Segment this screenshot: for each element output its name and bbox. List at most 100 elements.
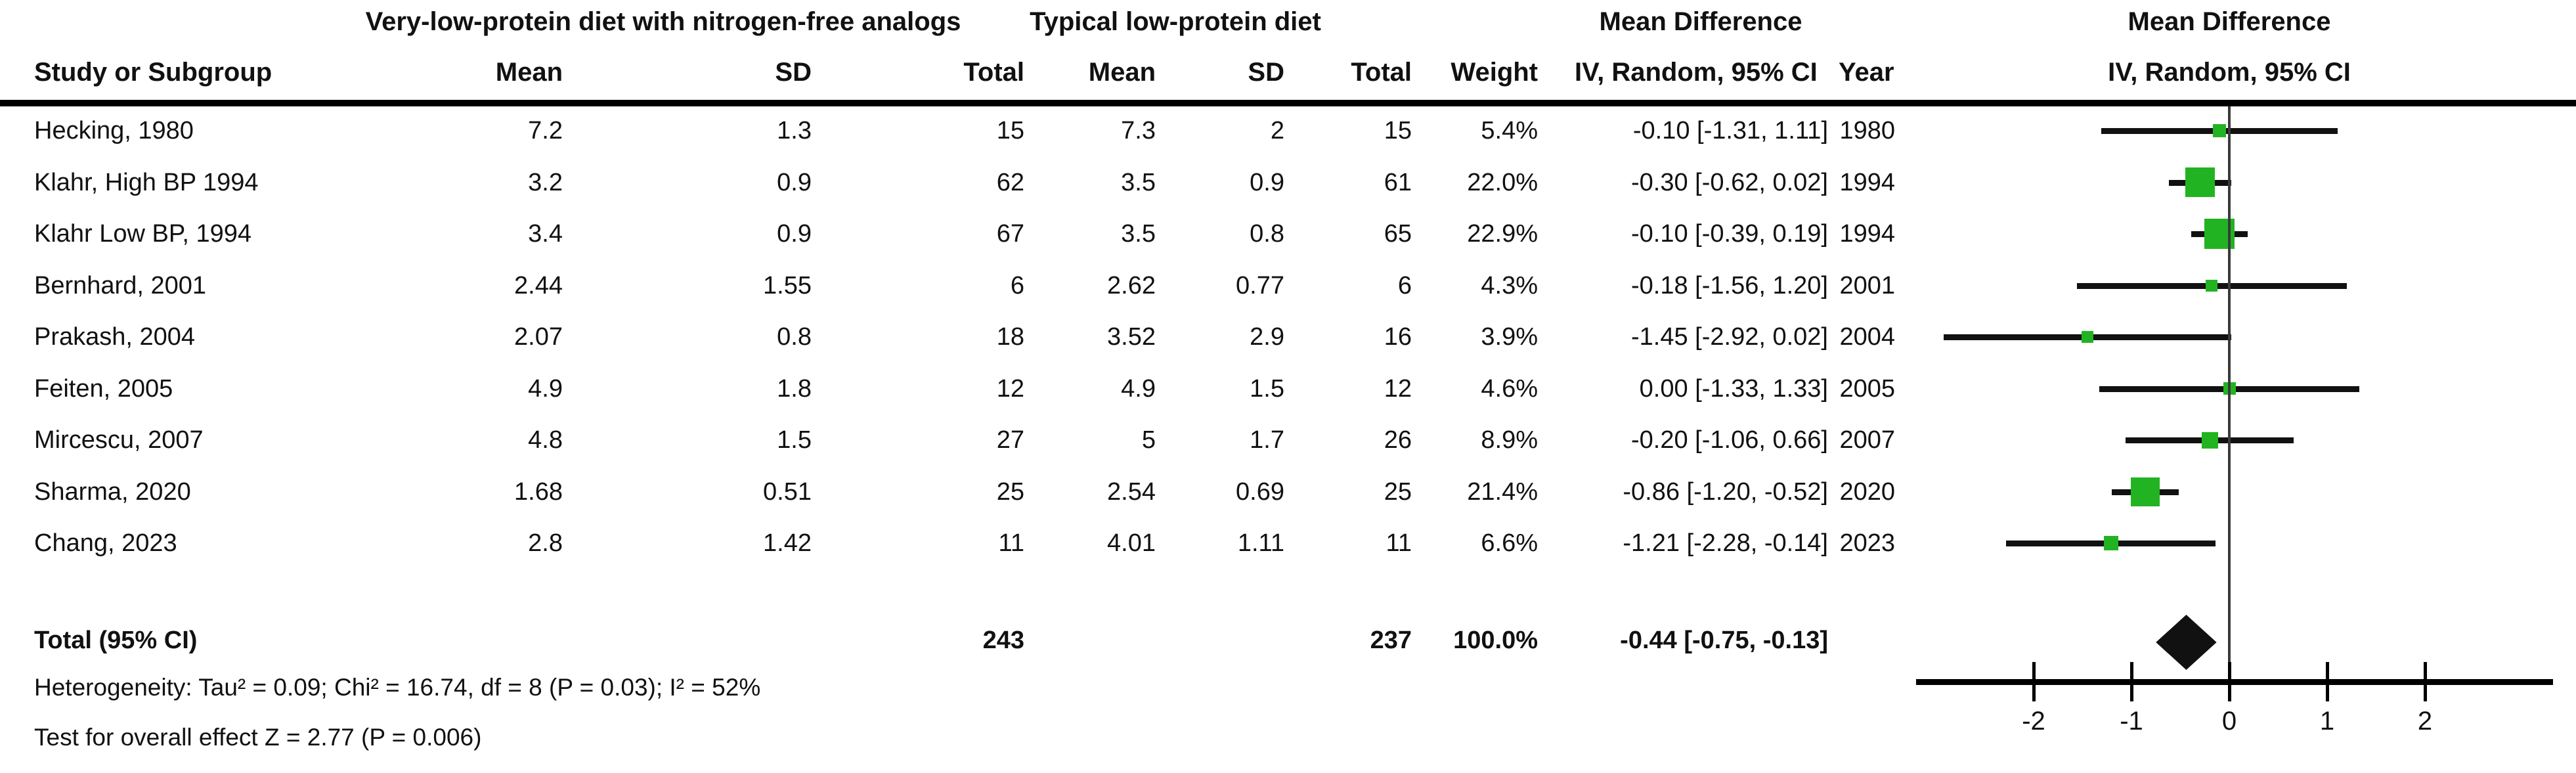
study-ci-text: -0.10 [-0.39, 0.19] xyxy=(1631,220,1828,248)
study-exp-mean: 2.07 xyxy=(514,323,563,351)
study-weight: 4.6% xyxy=(1481,374,1538,403)
study-ci-text: -0.30 [-0.62, 0.02] xyxy=(1631,168,1828,196)
study-ctrl-mean: 4.01 xyxy=(1107,529,1156,557)
study-exp-total: 12 xyxy=(996,374,1024,403)
study-ctrl-total: 26 xyxy=(1384,426,1412,454)
study-exp-mean: 1.68 xyxy=(514,477,563,506)
study-name: Bernhard, 2001 xyxy=(34,271,206,299)
header-separator-line xyxy=(0,100,2576,106)
study-name: Hecking, 1980 xyxy=(34,117,194,144)
study-ctrl-sd: 0.69 xyxy=(1236,477,1284,506)
study-ctrl-total: 65 xyxy=(1384,220,1412,248)
effect-marker xyxy=(2081,331,2093,343)
study-ctrl-mean: 3.52 xyxy=(1107,323,1156,351)
study-exp-total: 11 xyxy=(998,529,1024,557)
axis-tick xyxy=(2228,662,2231,701)
study-ctrl-mean: 3.5 xyxy=(1121,220,1156,248)
axis-tick-label: 2 xyxy=(2417,707,2433,736)
heterogeneity-stats: Heterogeneity: Tau² = 0.09; Chi² = 16.74… xyxy=(34,674,761,701)
col-header-year: Year xyxy=(1839,58,1894,87)
study-exp-mean: 4.8 xyxy=(528,426,563,454)
axis-tick xyxy=(2424,662,2427,701)
study-ctrl-mean: 2.54 xyxy=(1107,477,1156,506)
col-header-study: Study or Subgroup xyxy=(34,58,273,87)
study-year: 2004 xyxy=(1839,323,1895,351)
total-weight: 100.0% xyxy=(1453,627,1538,654)
study-year: 2020 xyxy=(1839,477,1895,506)
study-ci-text: -1.45 [-2.92, 0.02] xyxy=(1631,323,1828,351)
study-exp-total: 25 xyxy=(996,477,1024,506)
study-name: Klahr Low BP, 1994 xyxy=(34,220,251,248)
study-name: Feiten, 2005 xyxy=(34,374,173,403)
study-ctrl-total: 11 xyxy=(1386,529,1412,557)
effect-marker xyxy=(2201,431,2218,449)
axis-tick-label: 1 xyxy=(2319,707,2335,736)
study-ci-text: -1.21 [-2.28, -0.14] xyxy=(1623,529,1828,557)
col-header-sd-ctrl: SD xyxy=(1248,58,1284,87)
study-exp-mean: 7.2 xyxy=(528,117,563,144)
study-exp-sd: 1.42 xyxy=(763,529,812,557)
study-ctrl-sd: 1.5 xyxy=(1250,374,1284,403)
study-ci-text: -0.86 [-1.20, -0.52] xyxy=(1623,477,1828,506)
study-ci-text: 0.00 [-1.33, 1.33] xyxy=(1639,374,1828,403)
control-group-header: Typical low-protein diet xyxy=(1030,7,1321,36)
study-exp-total: 18 xyxy=(996,323,1024,351)
study-ctrl-sd: 0.8 xyxy=(1250,220,1284,248)
study-ctrl-total: 25 xyxy=(1384,477,1412,506)
study-exp-total: 27 xyxy=(996,426,1024,454)
study-ctrl-sd: 2 xyxy=(1270,117,1284,144)
study-exp-mean: 4.9 xyxy=(528,374,563,403)
study-exp-mean: 3.2 xyxy=(528,168,563,196)
zero-reference-line xyxy=(2228,106,2231,685)
col-header-total-ctrl: Total xyxy=(1351,58,1412,87)
study-ctrl-total: 16 xyxy=(1384,323,1412,351)
study-exp-sd: 0.9 xyxy=(777,168,812,196)
study-exp-mean: 2.44 xyxy=(514,271,563,299)
study-name: Chang, 2023 xyxy=(34,529,177,557)
study-ctrl-mean: 7.3 xyxy=(1121,117,1156,144)
study-weight: 6.6% xyxy=(1481,529,1538,557)
overall-effect-test: Test for overall effect Z = 2.77 (P = 0.… xyxy=(34,724,482,751)
study-exp-sd: 0.8 xyxy=(777,323,812,351)
study-exp-sd: 0.51 xyxy=(763,477,812,506)
col-header-ci: IV, Random, 95% CI xyxy=(1575,58,1818,87)
col-header-weight: Weight xyxy=(1451,58,1538,87)
study-weight: 8.9% xyxy=(1481,426,1538,454)
x-axis-line xyxy=(1916,679,2553,685)
study-name: Sharma, 2020 xyxy=(34,477,191,506)
plot-header-ci: IV, Random, 95% CI xyxy=(2108,58,2351,87)
axis-tick-label: 0 xyxy=(2221,707,2237,736)
study-ctrl-sd: 0.77 xyxy=(1236,271,1284,299)
study-exp-mean: 3.4 xyxy=(528,220,563,248)
study-ctrl-total: 61 xyxy=(1384,168,1412,196)
study-exp-total: 15 xyxy=(996,117,1024,144)
study-year: 2001 xyxy=(1839,271,1895,299)
study-ctrl-mean: 4.9 xyxy=(1121,374,1156,403)
study-ctrl-total: 15 xyxy=(1384,117,1412,144)
study-ctrl-mean: 3.5 xyxy=(1121,168,1156,196)
study-weight: 21.4% xyxy=(1467,477,1538,506)
study-ctrl-mean: 5 xyxy=(1141,426,1156,454)
axis-tick-label: -1 xyxy=(2120,707,2143,736)
study-ci-text: -0.10 [-1.31, 1.11] xyxy=(1632,117,1828,144)
axis-tick xyxy=(2326,662,2329,701)
study-name: Mircescu, 2007 xyxy=(34,426,204,454)
study-ci-text: -0.20 [-1.06, 0.66] xyxy=(1631,426,1828,454)
mean-difference-header-right: Mean Difference xyxy=(2128,7,2331,36)
axis-tick xyxy=(2032,662,2036,701)
effect-marker xyxy=(2213,124,2227,137)
col-header-sd-exp: SD xyxy=(775,58,812,87)
study-year: 2005 xyxy=(1839,374,1895,403)
study-exp-mean: 2.8 xyxy=(528,529,563,557)
total-exp-n: 243 xyxy=(982,627,1024,654)
study-ctrl-total: 6 xyxy=(1397,271,1412,299)
col-header-mean-exp: Mean xyxy=(495,58,563,87)
study-ctrl-total: 12 xyxy=(1384,374,1412,403)
col-header-mean-ctrl: Mean xyxy=(1088,58,1156,87)
study-exp-total: 67 xyxy=(996,220,1024,248)
study-year: 1994 xyxy=(1839,220,1895,248)
study-ctrl-sd: 2.9 xyxy=(1250,323,1284,351)
total-ctrl-n: 237 xyxy=(1370,627,1412,654)
total-row-label: Total (95% CI) xyxy=(34,627,198,654)
